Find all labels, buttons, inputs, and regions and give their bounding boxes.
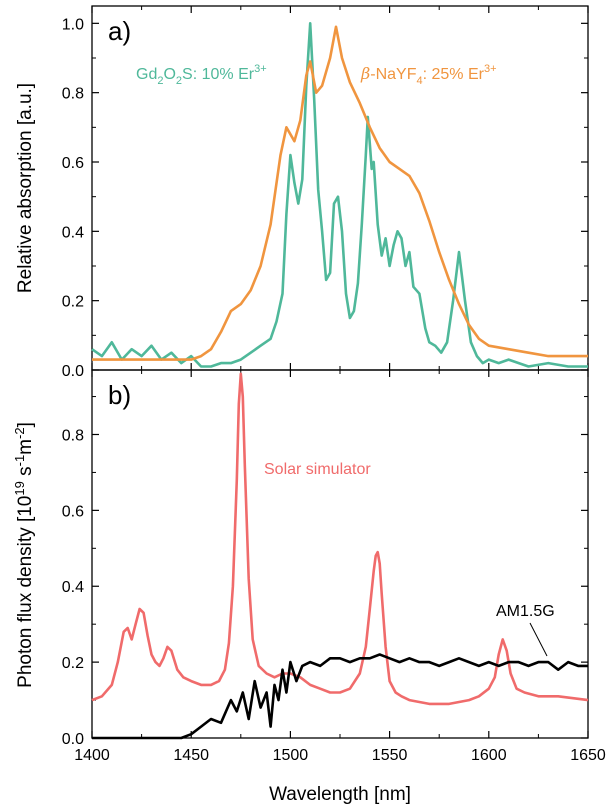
panel-b-x-ticks: 1400 1450 1500 1550 1600 1650 [74, 370, 606, 764]
panel-a-label: a) [108, 16, 131, 46]
x-tick-label: 1500 [273, 747, 309, 764]
y-tick-label: 0.6 [62, 503, 84, 520]
x-tick-label: 1650 [570, 747, 606, 764]
y-tick-label: 0.4 [62, 579, 84, 596]
panel-b: 0.0 0.2 0.4 0.6 0.8 1400 1450 1500 1550 1600 1650… [12, 369, 606, 764]
series-line-am1-5g [92, 653, 588, 740]
panel-a-lines [91, 21, 588, 368]
y-tick-label: 0.8 [62, 86, 84, 103]
y-tick-label: 0.0 [62, 731, 84, 748]
am15g-label: AM1.5G [496, 603, 555, 620]
x-tick-label: 1450 [173, 747, 209, 764]
y-tick-label: 0.2 [62, 655, 84, 672]
x-tick-label: 1600 [471, 747, 507, 764]
series-line-gd2o2s-10-er3 [91, 21, 588, 368]
y-tick-label: 1.0 [62, 16, 84, 33]
y-tick-label: 0.6 [62, 155, 84, 172]
y-tick-label: 0.4 [62, 224, 84, 241]
series-line-nayf4-25-er3 [92, 25, 588, 361]
legend-gd2o2s: Gd2O2S: 10% Er3+ [136, 63, 267, 87]
panel-b-y-ticks: 0.0 0.2 0.4 0.6 0.8 [62, 396, 588, 748]
panel-b-y-axis-label: Photon flux density [1019 s-1m-2] [12, 422, 36, 688]
am15g-leader-line [529, 622, 548, 657]
panel-a-x-ticks [91, 6, 589, 370]
solar-simulator-label: Solar simulator [264, 461, 371, 478]
series-line-solar-simulator [91, 372, 589, 706]
panel-b-label: b) [108, 380, 131, 410]
x-axis-label: Wavelength [nm] [269, 784, 411, 805]
panel-a-y-axis-label: Relative absorption [a.u.] [15, 83, 36, 293]
y-tick-label: 0.8 [62, 427, 84, 444]
panel-a: 0.0 0.2 0.4 0.6 0.8 1.0 a) Relative absorptio… [15, 5, 589, 380]
panel-a-frame [91, 5, 589, 371]
x-tick-label: 1550 [372, 747, 408, 764]
y-tick-label: 0.0 [62, 363, 84, 380]
x-tick-label: 1400 [74, 747, 110, 764]
panel-b-lines [91, 372, 589, 740]
y-tick-label: 0.2 [62, 294, 84, 311]
legend-nayf4: β-NaYF4: 25% Er3+ [360, 63, 497, 87]
panel-a-y-ticks: 0.0 0.2 0.4 0.6 0.8 1.0 [62, 16, 588, 380]
